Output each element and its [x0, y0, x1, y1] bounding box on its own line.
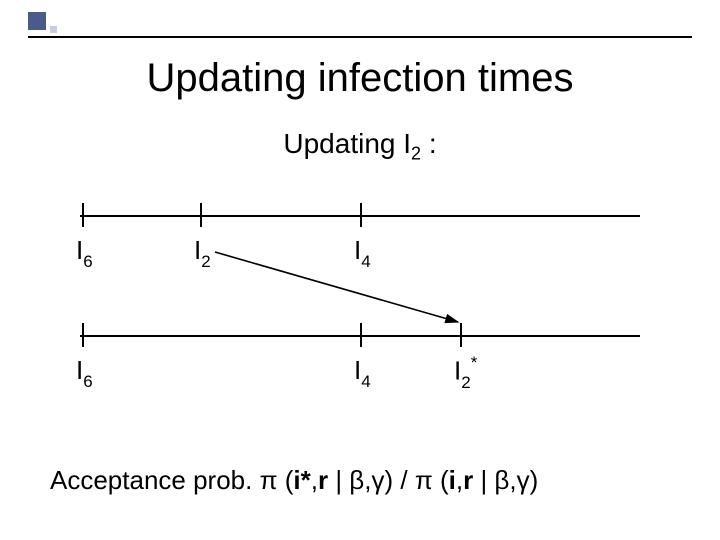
acceptance-formula: Acceptance prob. π (i*,r | β,γ) / π (i,r…	[50, 465, 538, 496]
tick-line2-0	[82, 323, 84, 347]
tick-label-line1-1: I2	[194, 235, 211, 270]
top-rule	[28, 36, 692, 38]
subtitle-prefix: Updating I	[283, 128, 411, 159]
tick-label-line1-0: I6	[76, 235, 93, 270]
tick-line2-1	[360, 323, 362, 347]
page-title: Updating infection times	[0, 56, 720, 101]
subtitle-subscript: 2	[411, 144, 421, 164]
subtitle: Updating I2 :	[0, 128, 720, 165]
tick-label-line2-1: I4	[354, 355, 371, 390]
deco-square-small	[50, 26, 57, 33]
tick-line1-0	[82, 203, 84, 227]
subtitle-suffix: :	[421, 128, 437, 159]
tick-line1-1	[200, 203, 202, 227]
tick-line1-2	[360, 203, 362, 227]
timeline-diagram: I6I2I4I6I4I2*	[80, 200, 640, 420]
tick-label-line2-0: I6	[76, 355, 93, 390]
tick-label-line1-2: I4	[354, 235, 371, 270]
tick-label-line2-2: I2*	[454, 355, 477, 391]
tick-line2-2	[460, 323, 462, 347]
deco-square-large	[28, 12, 46, 30]
